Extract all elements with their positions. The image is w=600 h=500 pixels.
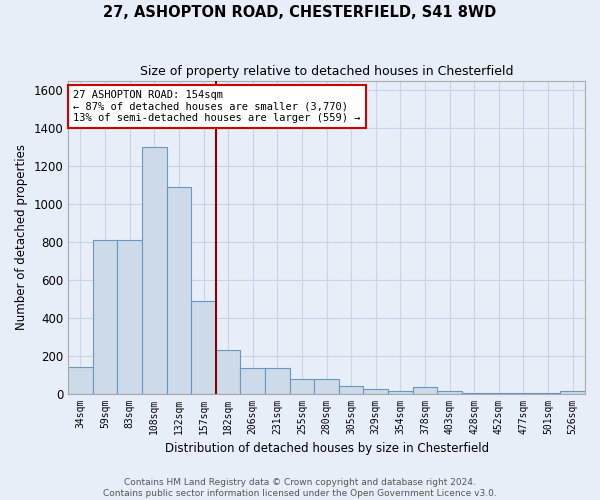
Bar — [290, 380, 314, 394]
Bar — [216, 350, 241, 394]
Bar — [142, 147, 167, 394]
Bar — [93, 240, 118, 394]
Bar — [462, 392, 487, 394]
Y-axis label: Number of detached properties: Number of detached properties — [15, 144, 28, 330]
Bar — [536, 392, 560, 394]
Text: Contains HM Land Registry data © Crown copyright and database right 2024.
Contai: Contains HM Land Registry data © Crown c… — [103, 478, 497, 498]
Bar — [437, 390, 462, 394]
Bar — [68, 367, 93, 394]
Bar — [560, 390, 585, 394]
Bar — [265, 368, 290, 394]
Bar — [388, 390, 413, 394]
Text: 27 ASHOPTON ROAD: 154sqm
← 87% of detached houses are smaller (3,770)
13% of sem: 27 ASHOPTON ROAD: 154sqm ← 87% of detach… — [73, 90, 361, 123]
Bar — [314, 380, 339, 394]
Bar — [241, 368, 265, 394]
X-axis label: Distribution of detached houses by size in Chesterfield: Distribution of detached houses by size … — [164, 442, 488, 455]
Bar — [339, 386, 364, 394]
Title: Size of property relative to detached houses in Chesterfield: Size of property relative to detached ho… — [140, 65, 514, 78]
Bar — [511, 392, 536, 394]
Bar — [364, 389, 388, 394]
Bar — [167, 187, 191, 394]
Bar — [118, 240, 142, 394]
Bar — [413, 387, 437, 394]
Bar — [191, 300, 216, 394]
Bar — [487, 392, 511, 394]
Text: 27, ASHOPTON ROAD, CHESTERFIELD, S41 8WD: 27, ASHOPTON ROAD, CHESTERFIELD, S41 8WD — [103, 5, 497, 20]
